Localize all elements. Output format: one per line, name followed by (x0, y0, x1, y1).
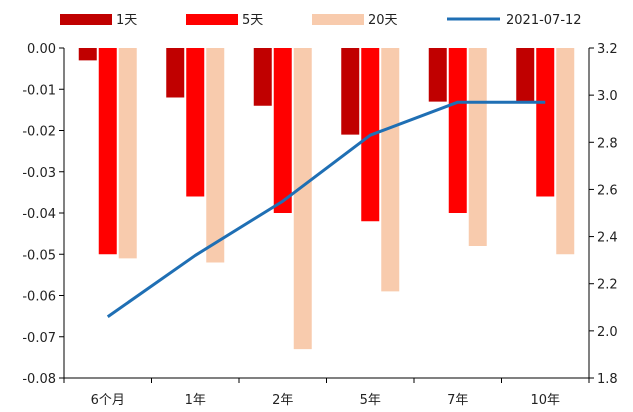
right-tick-label: 2.2 (597, 278, 618, 293)
bar-5天-2年 (273, 48, 292, 213)
bar-20天-10年 (556, 48, 575, 255)
x-tick-label: 6个月 (91, 393, 125, 408)
x-tick-label: 5年 (360, 393, 381, 408)
right-tick-label: 2.6 (597, 183, 618, 198)
right-tick-label: 2.4 (597, 231, 618, 246)
bar-20天-7年 (468, 48, 487, 246)
left-tick-label: -0.08 (22, 372, 56, 387)
bar-1天-2年 (253, 48, 272, 106)
legend-label-1d: 1天 (116, 13, 137, 28)
left-tick-label: -0.03 (22, 166, 56, 181)
bar-20天-5年 (381, 48, 400, 292)
x-tick-labels: 6个月 1年 2年 5年 7年 10年 (63, 378, 590, 408)
bar-1天-6个月 (78, 48, 97, 61)
bar-1天-1年 (166, 48, 185, 98)
x-tick-label: 10年 (530, 393, 560, 408)
legend-swatch-1d (60, 14, 112, 25)
legend-label-20d: 20天 (368, 13, 398, 28)
line-series-path (106, 100, 546, 318)
right-tick-labels: 3.2 3.0 2.8 2.6 2.4 2.2 2.0 1.8 (589, 42, 618, 387)
bar-1天-5年 (341, 48, 360, 135)
axes (63, 48, 590, 379)
legend: 1天 5天 20天 2021-07-12 (60, 13, 582, 28)
bar-5天-1年 (186, 48, 205, 197)
right-tick-label: 3.2 (597, 42, 618, 57)
left-tick-labels: 0.00 -0.01 -0.02 -0.03 -0.04 -0.05 -0.06 -0.07 -… (22, 42, 64, 387)
bar-20天-6个月 (118, 48, 137, 259)
left-tick-label: -0.01 (22, 83, 56, 98)
x-tick-label: 7年 (447, 393, 468, 408)
line-series (106, 100, 546, 318)
right-tick-label: 2.0 (597, 325, 618, 340)
x-tick-label: 2年 (272, 393, 293, 408)
bar-20天-1年 (206, 48, 225, 263)
bar-5天-7年 (448, 48, 467, 213)
bar-5天-10年 (536, 48, 555, 197)
bar-20天-2年 (293, 48, 312, 350)
left-tick-label: -0.07 (22, 331, 56, 346)
right-tick-label: 1.8 (597, 372, 618, 387)
legend-swatch-20d (312, 14, 364, 25)
x-tick-label: 1年 (185, 393, 206, 408)
bar-1天-10年 (516, 48, 535, 102)
legend-swatch-5d (186, 14, 238, 25)
left-tick-label: -0.06 (22, 290, 56, 305)
bar-5天-6个月 (98, 48, 117, 255)
left-tick-label: -0.04 (22, 207, 56, 222)
bars (78, 48, 575, 350)
legend-label-line: 2021-07-12 (506, 13, 582, 28)
legend-label-5d: 5天 (242, 13, 263, 28)
left-tick-label: 0.00 (27, 42, 56, 57)
left-tick-label: -0.05 (22, 248, 56, 263)
right-tick-label: 3.0 (597, 89, 618, 104)
bar-1天-7年 (428, 48, 447, 102)
left-tick-label: -0.02 (22, 125, 56, 140)
right-tick-label: 2.8 (597, 136, 618, 151)
